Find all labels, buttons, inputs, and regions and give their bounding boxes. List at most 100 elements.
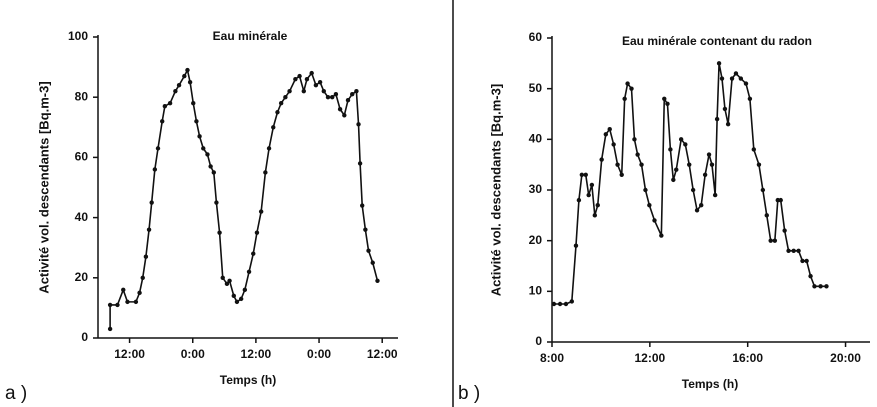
data-point	[772, 238, 778, 243]
data-point	[366, 248, 371, 253]
data-point	[751, 147, 757, 152]
data-point	[586, 192, 591, 198]
data-point	[743, 81, 749, 86]
data-point	[201, 146, 206, 151]
x-tick-label: 0:00	[307, 347, 331, 361]
data-point	[674, 167, 679, 172]
data-point	[729, 76, 735, 81]
data-point	[632, 137, 637, 142]
data-point	[764, 213, 769, 218]
x-axis-label: Temps (h)	[220, 373, 276, 387]
data-point	[818, 284, 823, 289]
y-tick-label: 40	[529, 132, 543, 146]
data-point	[551, 301, 557, 307]
data-point	[573, 243, 579, 248]
x-tick-label: 12:00	[114, 347, 145, 361]
data-point	[659, 233, 664, 238]
data-point	[611, 142, 616, 147]
x-tick-label: 12:00	[634, 351, 665, 365]
data-point	[683, 142, 688, 147]
data-point	[217, 230, 222, 235]
data-point	[160, 119, 165, 124]
data-point	[337, 107, 343, 112]
data-point	[662, 96, 667, 102]
data-point	[747, 96, 753, 102]
data-point	[665, 101, 670, 107]
data-point	[635, 152, 640, 157]
data-point	[671, 177, 676, 183]
data-point	[278, 101, 284, 106]
y-tick-label: 80	[75, 89, 89, 103]
data-point	[756, 162, 762, 167]
data-point	[690, 187, 696, 193]
data-point	[589, 182, 595, 188]
data-point	[309, 70, 314, 76]
data-point	[622, 96, 627, 102]
data-point	[143, 254, 149, 259]
y-axis-label: Activité vol. descendants [Bq.m-3]	[488, 84, 503, 296]
panel-label: b )	[458, 383, 480, 404]
data-point	[227, 278, 232, 284]
data-point	[375, 278, 380, 284]
y-tick-label: 20	[529, 233, 543, 247]
data-point	[155, 146, 161, 151]
panel-label: a )	[5, 383, 27, 404]
data-point	[778, 197, 783, 203]
data-point	[133, 299, 139, 305]
data-point	[824, 284, 829, 289]
chart-title: Eau minérale	[213, 29, 288, 43]
data-point	[569, 299, 575, 304]
data-point	[254, 230, 260, 235]
data-point	[668, 147, 673, 152]
data-point	[357, 161, 363, 166]
data-point	[579, 172, 585, 177]
data-point	[583, 172, 588, 177]
x-tick-label: 12:00	[367, 347, 398, 361]
data-point	[800, 258, 805, 264]
data-point	[615, 162, 620, 167]
data-point	[194, 119, 199, 124]
x-tick-label: 12:00	[241, 347, 272, 361]
x-axis-label: Temps (h)	[682, 377, 738, 391]
data-point	[370, 260, 375, 265]
data-point	[275, 110, 280, 115]
y-tick-label: 40	[75, 210, 89, 224]
data-point	[321, 88, 326, 94]
data-point	[330, 95, 335, 100]
data-point	[694, 208, 700, 213]
data-point	[643, 187, 648, 193]
data-point	[231, 293, 236, 299]
data-point	[304, 76, 310, 82]
data-point	[187, 79, 193, 85]
y-tick-label: 0	[535, 334, 542, 348]
data-point	[266, 146, 272, 151]
data-point	[791, 248, 796, 253]
data-point	[804, 258, 809, 264]
data-point	[263, 170, 268, 175]
data-point	[639, 162, 644, 167]
data-point	[812, 284, 817, 289]
data-point	[162, 104, 168, 109]
data-point	[808, 273, 813, 279]
y-tick-label: 20	[75, 270, 89, 284]
data-point	[246, 269, 252, 274]
data-point	[714, 116, 720, 122]
data-point	[251, 251, 256, 256]
data-point	[629, 86, 634, 91]
data-point	[333, 91, 339, 97]
data-point	[176, 82, 182, 88]
data-point	[224, 281, 230, 287]
data-point	[760, 187, 766, 193]
data-point	[716, 61, 722, 66]
data-point	[234, 299, 240, 305]
data-point	[619, 172, 624, 177]
y-tick-label: 30	[529, 182, 543, 196]
data-point	[625, 81, 630, 86]
data-point	[592, 213, 598, 218]
data-point	[687, 162, 692, 167]
data-point	[719, 76, 725, 81]
y-tick-label: 50	[529, 81, 543, 95]
data-point	[271, 125, 276, 130]
data-point	[191, 101, 196, 106]
